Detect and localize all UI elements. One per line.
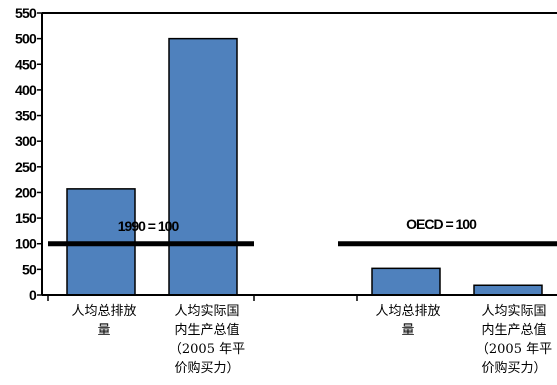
category-label: 价购买力） — [481, 360, 546, 376]
y-axis: 0 50 100 150 200 250 300 350 400 450 500 550 — [15, 5, 42, 303]
y-tick-label: 0 — [29, 287, 37, 303]
y-tick-label: 350 — [15, 108, 37, 124]
bar — [371, 267, 441, 296]
reference-lines: 1990 = 100 OECD = 100 — [48, 216, 557, 247]
category-label: （2005 年平 — [169, 342, 245, 357]
y-tick-label: 200 — [15, 184, 37, 200]
category-label: 人均总排放 — [71, 304, 136, 319]
y-tick-label: 500 — [15, 31, 37, 47]
category-label: （2005 年平 — [476, 342, 552, 357]
category-label: 内生产总值 — [481, 322, 546, 338]
category-label: 量 — [401, 323, 414, 338]
category-label: 量 — [97, 323, 110, 338]
y-tick-label: 450 — [15, 56, 37, 72]
y-tick-label: 150 — [15, 210, 37, 226]
category-label: 人均实际国 — [481, 304, 546, 319]
y-tick-label: 50 — [22, 261, 37, 277]
bar — [473, 284, 543, 296]
category-label: 价购买力） — [174, 360, 239, 376]
bar — [168, 37, 238, 296]
y-tick-label: 100 — [15, 236, 37, 252]
y-tick-label: 300 — [15, 133, 37, 149]
y-tick-label: 400 — [15, 82, 37, 98]
category-label: 人均实际国 — [174, 304, 239, 319]
reference-line-label: OECD = 100 — [406, 216, 477, 232]
y-tick-label: 250 — [15, 159, 37, 175]
category-label: 内生产总值 — [174, 322, 239, 338]
axes — [41, 12, 557, 301]
category-label: 人均总排放 — [375, 304, 440, 319]
reference-line-label: 1990 = 100 — [118, 218, 180, 234]
bars — [66, 37, 543, 296]
y-tick-label: 550 — [15, 5, 37, 21]
